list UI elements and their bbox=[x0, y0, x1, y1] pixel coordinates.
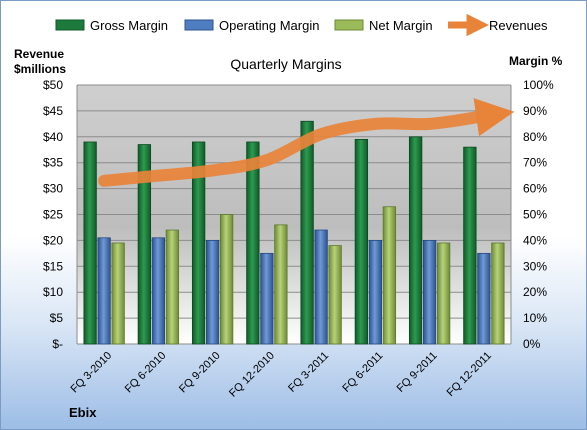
bar-net-margin bbox=[274, 224, 288, 345]
category-labels: FQ 3-2010 FQ 6-2010 FQ 9-2010 FQ 12-2010 FQ … bbox=[69, 350, 494, 400]
revenue-line bbox=[98, 98, 515, 187]
left-tick-label: $5 bbox=[50, 311, 64, 325]
right-tick-label: 50% bbox=[523, 208, 547, 222]
right-tick-label: 40% bbox=[523, 233, 547, 247]
revenues-line bbox=[98, 98, 515, 187]
right-tick-label: 0% bbox=[523, 337, 541, 351]
left-axis-ticks: $- $5 $10 $15 $20 $25 $30 $35 $40 $45 $50 bbox=[43, 78, 63, 351]
company-label: Ebix bbox=[69, 405, 97, 420]
bar-net-margin bbox=[328, 245, 342, 345]
category-label: FQ 3-2011 bbox=[286, 350, 331, 395]
legend-label-gross: Gross Margin bbox=[90, 18, 168, 33]
right-axis-ticks: 0% 10% 20% 30% 40% 50% 60% 70% 80% 90% 100% bbox=[523, 78, 554, 351]
legend-swatch-gross bbox=[55, 19, 85, 31]
category-label: FQ 6-2011 bbox=[340, 350, 385, 395]
category-label: FQ 12-2011 bbox=[445, 350, 494, 399]
bar-operating-margin bbox=[151, 237, 166, 345]
bar-gross-margin bbox=[354, 138, 369, 345]
category-label: FQ 3-2010 bbox=[69, 350, 115, 396]
legend-swatch-net bbox=[334, 19, 364, 31]
bar-gross-margin bbox=[137, 144, 152, 345]
bar-operating-margin bbox=[205, 239, 220, 345]
legend: Gross Margin Operating Margin Net Margin… bbox=[55, 13, 548, 37]
left-tick-label: $15 bbox=[43, 259, 63, 273]
category-label: FQ 12-2010 bbox=[227, 350, 277, 400]
bar-gross-margin bbox=[408, 136, 423, 345]
bar-gross-margin bbox=[300, 120, 314, 345]
bar-operating-margin bbox=[260, 252, 274, 345]
right-tick-label: 60% bbox=[523, 182, 547, 196]
bar-net-margin bbox=[165, 229, 180, 345]
bar-operating-margin bbox=[422, 239, 437, 345]
left-tick-label: $35 bbox=[43, 156, 63, 170]
category-label: FQ 6-2010 bbox=[123, 350, 169, 396]
left-axis-label-line1: Revenue bbox=[14, 47, 64, 61]
left-tick-label: $50 bbox=[43, 78, 63, 92]
bar-operating-margin bbox=[314, 229, 328, 345]
left-tick-label: $40 bbox=[43, 130, 63, 144]
bar-operating-margin bbox=[368, 239, 383, 345]
bar-gross-margin bbox=[246, 141, 260, 345]
bar-operating-margin bbox=[97, 237, 111, 345]
right-tick-label: 100% bbox=[523, 78, 554, 92]
bar-net-margin bbox=[219, 214, 234, 345]
bar-net-margin bbox=[436, 242, 451, 345]
bars bbox=[83, 120, 505, 345]
category-label: FQ 9-2011 bbox=[395, 350, 440, 395]
category-label: FQ 9-2010 bbox=[177, 350, 223, 396]
legend-label-operating: Operating Margin bbox=[219, 18, 319, 33]
right-tick-label: 30% bbox=[523, 259, 547, 273]
right-tick-label: 20% bbox=[523, 285, 547, 299]
bar-operating-margin bbox=[477, 252, 491, 345]
bar-net-margin bbox=[491, 242, 505, 345]
legend-label-net: Net Margin bbox=[369, 18, 433, 33]
legend-label-revenues: Revenues bbox=[489, 18, 548, 33]
bar-net-margin bbox=[111, 242, 125, 345]
chart-title: Quarterly Margins bbox=[230, 56, 341, 72]
left-axis-label-line2: $millions bbox=[14, 62, 66, 76]
bar-gross-margin bbox=[463, 146, 477, 345]
left-tick-label: $20 bbox=[43, 233, 63, 247]
bar-gross-margin bbox=[83, 141, 97, 345]
right-tick-label: 90% bbox=[523, 104, 547, 118]
left-tick-label: $25 bbox=[43, 208, 63, 222]
bar-gross-margin bbox=[191, 141, 206, 345]
right-axis-label: Margin % bbox=[509, 54, 563, 68]
legend-swatch-operating bbox=[184, 19, 214, 31]
right-tick-label: 10% bbox=[523, 311, 547, 325]
bar-net-margin bbox=[382, 206, 397, 345]
left-tick-label: $- bbox=[52, 337, 63, 351]
right-tick-label: 80% bbox=[523, 130, 547, 144]
left-tick-label: $10 bbox=[43, 285, 63, 299]
left-tick-label: $45 bbox=[43, 104, 63, 118]
left-tick-label: $30 bbox=[43, 182, 63, 196]
right-tick-label: 70% bbox=[523, 156, 547, 170]
